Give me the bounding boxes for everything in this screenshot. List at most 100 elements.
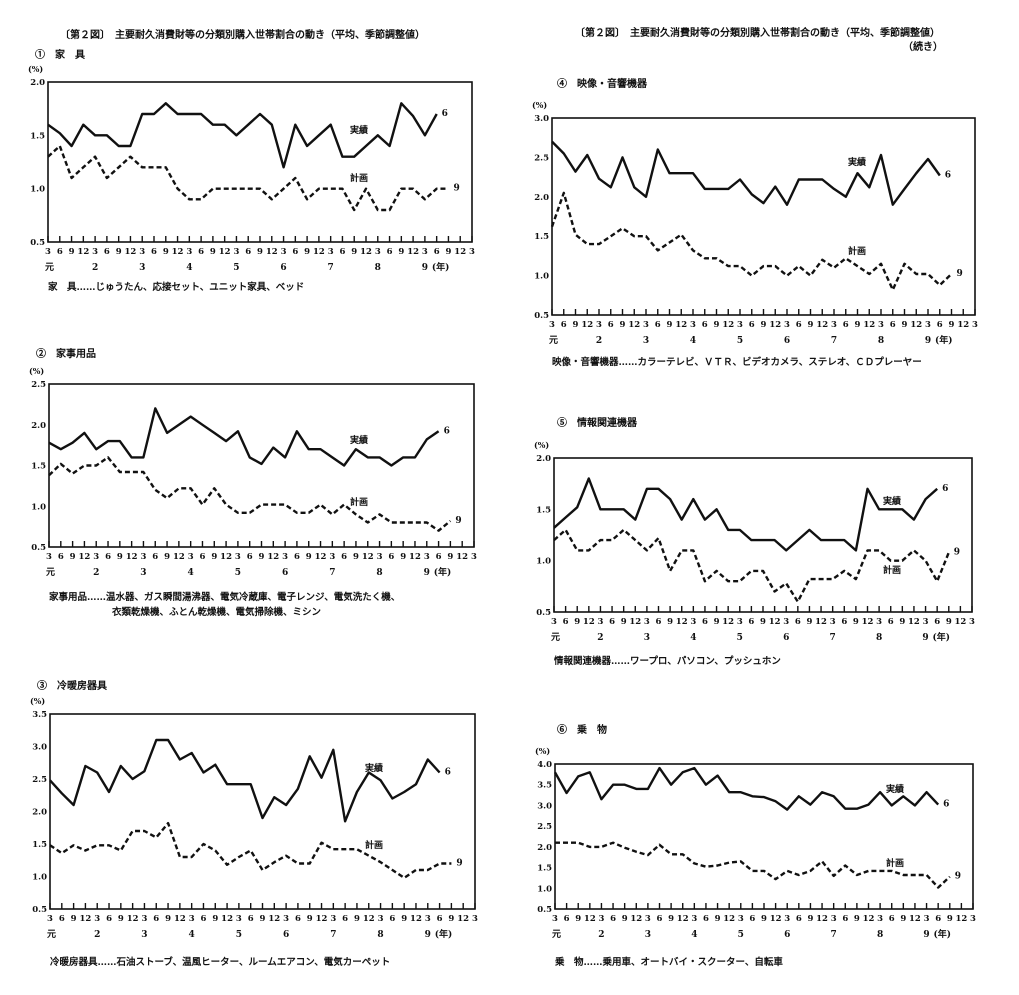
year-label: 5 bbox=[738, 930, 744, 940]
x-tick-label: 6 bbox=[563, 617, 569, 627]
year-label: 2 bbox=[596, 336, 602, 346]
x-tick-label: 3 bbox=[189, 914, 195, 924]
x-tick-label: 9 bbox=[761, 914, 767, 924]
legend-actual-label: 実績 bbox=[350, 434, 368, 446]
x-tick-label: 12 bbox=[770, 914, 782, 924]
x-tick-label: 9 bbox=[401, 914, 407, 924]
x-tick-label: 6 bbox=[341, 552, 347, 562]
x-tick-label: 12 bbox=[584, 914, 596, 924]
x-tick-label: 6 bbox=[152, 552, 158, 562]
x-tick-label: 12 bbox=[722, 617, 734, 627]
year-label: 7 bbox=[329, 568, 335, 578]
legend-plan-label: 計画 bbox=[848, 245, 866, 257]
y-tick-label: 0.5 bbox=[30, 238, 45, 248]
chart-title: ④ 映像・音響機器 bbox=[557, 77, 648, 90]
y-axis-unit: (%) bbox=[535, 746, 550, 756]
y-axis-unit: (%) bbox=[29, 366, 44, 376]
x-tick-label: 3 bbox=[876, 617, 882, 627]
y-tick-label: 1.5 bbox=[537, 864, 552, 874]
year-label: 3 bbox=[140, 568, 146, 578]
x-tick-label: 6 bbox=[843, 320, 849, 330]
x-tick-label: 12 bbox=[77, 247, 89, 257]
year-label: 4 bbox=[691, 930, 697, 940]
x-tick-label: 12 bbox=[957, 320, 969, 330]
x-tick-label: 9 bbox=[853, 617, 859, 627]
x-tick-label: 3 bbox=[47, 914, 53, 924]
x-tick-label: 12 bbox=[629, 617, 641, 627]
year-label: 2 bbox=[598, 930, 604, 940]
x-tick-label: 12 bbox=[454, 247, 466, 257]
x-tick-label: 6 bbox=[703, 914, 709, 924]
x-tick-label: 9 bbox=[69, 247, 75, 257]
x-tick-label: 12 bbox=[363, 914, 375, 924]
x-tick-label: 6 bbox=[748, 617, 754, 627]
x-tick-label: 6 bbox=[59, 914, 65, 924]
x-tick-label: 9 bbox=[899, 617, 905, 627]
x-tick-label: 9 bbox=[761, 320, 767, 330]
x-tick-label: 6 bbox=[201, 914, 207, 924]
y-tick-label: 0.5 bbox=[536, 608, 551, 618]
x-tick-label: 6 bbox=[608, 320, 614, 330]
x-tick-label: 6 bbox=[796, 914, 802, 924]
y-tick-label: 1.0 bbox=[31, 502, 46, 512]
x-tick-label: 12 bbox=[173, 552, 185, 562]
x-tick-label: 3 bbox=[737, 320, 743, 330]
x-tick-label: 3 bbox=[186, 247, 192, 257]
y-tick-label: 2.0 bbox=[534, 193, 549, 203]
x-tick-label: 3 bbox=[141, 914, 147, 924]
x-tick-label: 6 bbox=[610, 914, 616, 924]
year-label: 7 bbox=[831, 336, 837, 346]
x-tick-label: 3 bbox=[645, 914, 651, 924]
y-tick-label: 1.0 bbox=[536, 557, 551, 567]
x-tick-label: 12 bbox=[769, 320, 781, 330]
x-tick-label: 12 bbox=[456, 552, 468, 562]
x-tick-label: 3 bbox=[925, 320, 931, 330]
y-tick-label: 2.5 bbox=[534, 153, 549, 163]
series-end-label: 9 bbox=[954, 547, 960, 557]
actual-series-line bbox=[49, 738, 441, 823]
x-tick-label: 3 bbox=[422, 247, 428, 257]
x-tick-label: 12 bbox=[675, 320, 687, 330]
x-tick-label: 12 bbox=[126, 552, 138, 562]
year-label: 2 bbox=[93, 568, 99, 578]
x-tick-label: 12 bbox=[360, 247, 372, 257]
series-end-label: 9 bbox=[455, 516, 461, 526]
year-label: 4 bbox=[188, 568, 194, 578]
y-tick-label: 2.0 bbox=[31, 421, 46, 431]
x-tick-label: 12 bbox=[266, 247, 278, 257]
x-tick-label: 12 bbox=[908, 617, 920, 627]
x-tick-label: 12 bbox=[316, 914, 328, 924]
x-tick-label: 12 bbox=[955, 914, 967, 924]
x-tick-label: 3 bbox=[92, 247, 98, 257]
x-tick-label: 3 bbox=[784, 914, 790, 924]
x-tick-label: 9 bbox=[447, 552, 453, 562]
x-tick-label: 12 bbox=[268, 914, 280, 924]
y-tick-label: 2.0 bbox=[537, 843, 552, 853]
legend-actual-label: 実績 bbox=[886, 783, 904, 795]
y-tick-label: 1.5 bbox=[536, 505, 551, 515]
x-tick-label: 6 bbox=[106, 914, 112, 924]
x-tick-label: 3 bbox=[46, 552, 52, 562]
x-tick-label: 6 bbox=[657, 914, 663, 924]
x-tick-label: 12 bbox=[315, 552, 327, 562]
x-tick-label: 6 bbox=[564, 914, 570, 924]
y-tick-label: 2.5 bbox=[31, 380, 46, 390]
legend-actual-label: 実績 bbox=[883, 495, 901, 507]
x-tick-label: 3 bbox=[378, 914, 384, 924]
x-tick-label: 9 bbox=[622, 914, 628, 924]
x-tick-label: 3 bbox=[549, 320, 555, 330]
x-tick-label: 6 bbox=[151, 247, 157, 257]
x-tick-label: 3 bbox=[140, 552, 146, 562]
year-label: 元 bbox=[549, 335, 558, 346]
x-tick-label: 6 bbox=[436, 552, 442, 562]
x-tick-label: 3 bbox=[923, 617, 929, 627]
x-tick-label: 9 bbox=[163, 247, 169, 257]
page-title-right: 〔第２図〕 主要耐久消費財等の分類別購入世帯割合の動き（平均、季節調整値） bbox=[575, 28, 940, 39]
year-label: 5 bbox=[737, 633, 743, 643]
y-tick-label: 1.5 bbox=[31, 462, 46, 472]
plan-series-line bbox=[550, 191, 953, 291]
year-label: 4 bbox=[690, 633, 696, 643]
x-tick-label: 3 bbox=[328, 247, 334, 257]
x-tick-label: 3 bbox=[877, 914, 883, 924]
x-tick-label: 9 bbox=[714, 320, 720, 330]
